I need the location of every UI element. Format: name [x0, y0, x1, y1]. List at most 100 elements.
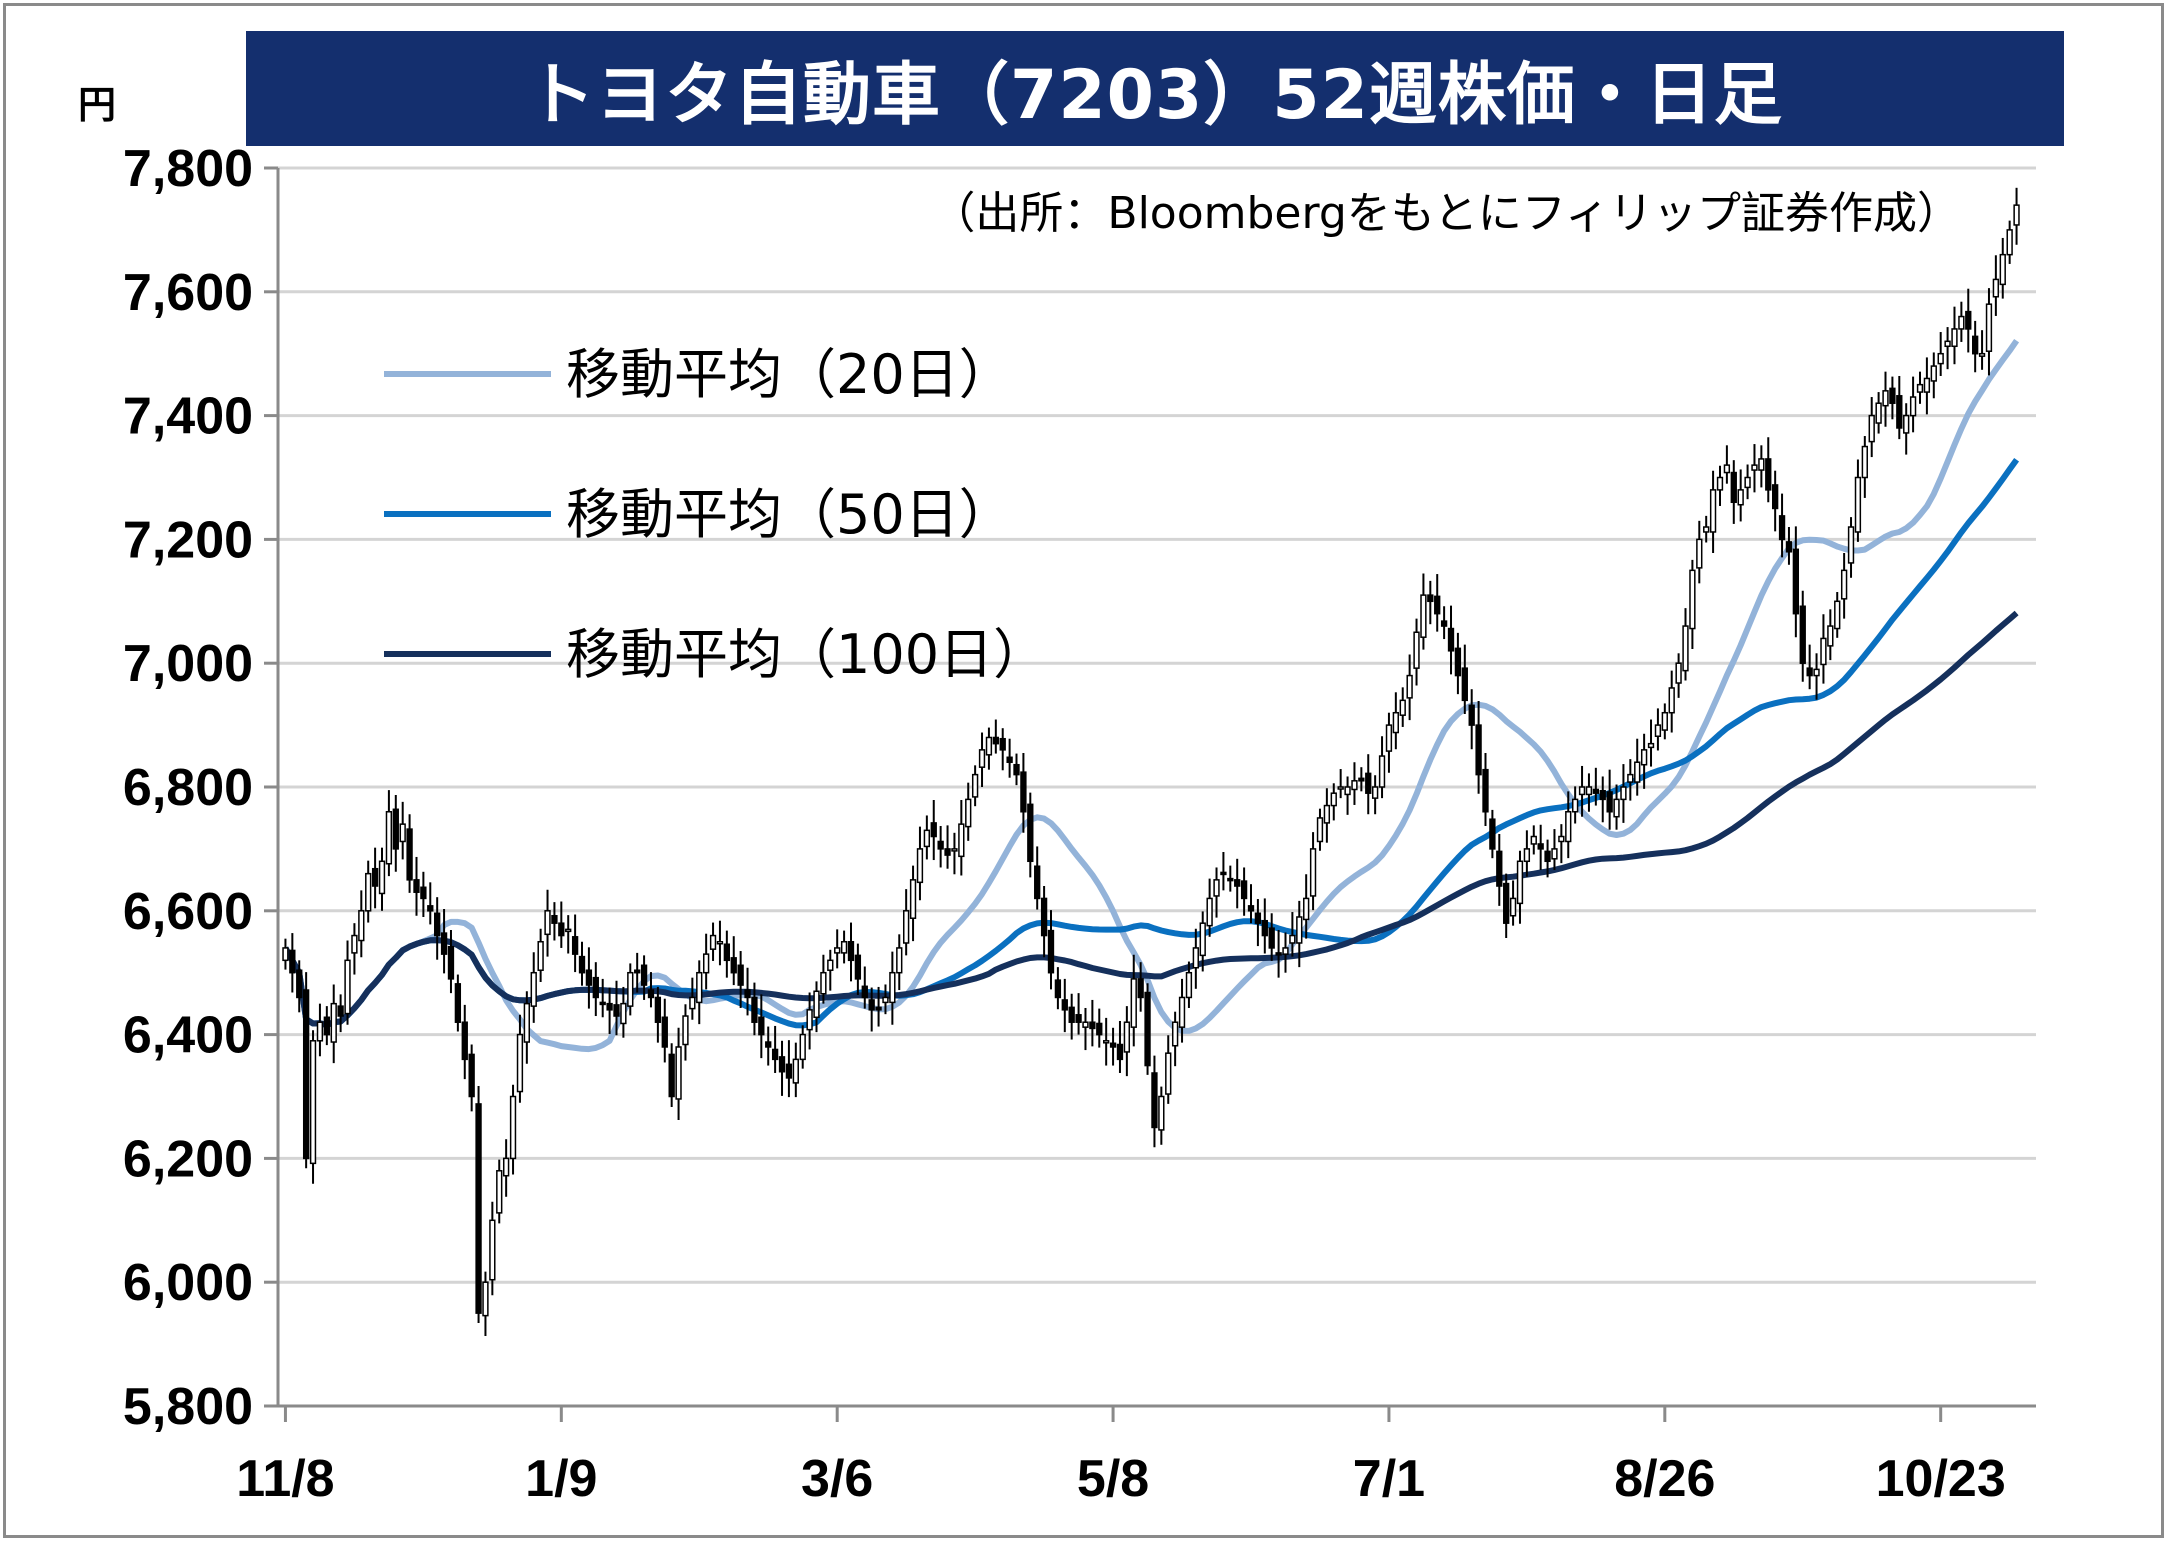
candle — [1378, 736, 1386, 799]
candle-body — [1923, 377, 1931, 393]
candle-body — [1661, 711, 1668, 731]
candle — [613, 980, 620, 1036]
candle-body — [730, 957, 737, 974]
candle — [1109, 1027, 1117, 1066]
candle — [1620, 764, 1627, 823]
candle — [1420, 573, 1427, 650]
candle-body — [992, 736, 999, 745]
candle — [1537, 824, 1544, 870]
y-axis-unit: 円 — [78, 83, 117, 127]
candle-body — [1565, 811, 1572, 843]
candle — [1737, 469, 1744, 522]
candle — [682, 1004, 689, 1061]
candle-body — [1634, 761, 1641, 783]
x-tick-label: 11/8 — [236, 1450, 334, 1508]
candle-body — [716, 941, 724, 945]
candle-body — [296, 969, 303, 999]
candle-body — [1213, 879, 1220, 897]
candle — [1192, 928, 1199, 989]
candle-body — [1316, 817, 1324, 843]
candle — [999, 728, 1006, 771]
candle — [1006, 738, 1013, 778]
candle — [1337, 769, 1344, 799]
candle — [916, 826, 924, 901]
candle-body — [578, 955, 586, 974]
candle — [1206, 878, 1213, 937]
candle — [654, 986, 662, 1043]
candle-body — [1109, 1042, 1117, 1048]
candle-body — [723, 943, 731, 962]
candle-body — [1571, 798, 1579, 813]
candle — [840, 930, 848, 964]
candle — [1985, 288, 1993, 376]
candle — [965, 782, 972, 841]
y-tick-label: 7,400 — [123, 388, 253, 446]
candle-body — [371, 867, 379, 887]
candle-body — [944, 848, 951, 856]
candle — [889, 951, 896, 1025]
candle-body — [1723, 464, 1731, 474]
candle — [2006, 220, 2013, 264]
y-tick-label: 5,800 — [123, 1378, 253, 1436]
candle-body — [1854, 476, 1862, 533]
x-tick-label: 8/26 — [1614, 1450, 1715, 1508]
candle — [413, 856, 420, 916]
candle — [502, 1139, 510, 1197]
candle — [316, 1003, 324, 1057]
candle-body — [1323, 804, 1331, 824]
candle — [358, 890, 365, 958]
candle — [1551, 829, 1558, 870]
candle-body — [1544, 850, 1551, 863]
candle — [923, 815, 931, 860]
candle — [937, 825, 944, 868]
candle — [1723, 445, 1731, 484]
candle — [1130, 954, 1137, 1047]
candle — [1392, 692, 1400, 750]
candle-body — [599, 1001, 606, 1006]
candle — [1275, 929, 1282, 978]
candle-body — [971, 773, 979, 798]
candle — [958, 799, 965, 876]
candle-body — [489, 1219, 496, 1281]
candle-body — [1151, 1072, 1158, 1129]
candle-body — [999, 737, 1006, 751]
candle — [599, 978, 606, 1018]
candle-body — [1827, 625, 1834, 647]
candle — [1413, 618, 1420, 686]
candle-body — [1903, 414, 1910, 434]
candle-body — [358, 910, 365, 942]
candle-body — [365, 872, 372, 912]
candle-body — [544, 910, 551, 936]
candle — [627, 963, 634, 1016]
candle — [1965, 288, 1972, 353]
candle-body — [1951, 328, 1958, 348]
candle-body — [1668, 687, 1675, 714]
candle — [385, 790, 393, 877]
candle-body — [1806, 667, 1813, 677]
candle — [1813, 653, 1820, 700]
candle-body — [496, 1170, 503, 1214]
candle — [1634, 738, 1641, 796]
candle-body — [2006, 229, 2013, 256]
y-tick-label: 6,000 — [123, 1254, 253, 1312]
candle-body — [1020, 771, 1027, 813]
candle — [1454, 632, 1462, 695]
candle — [365, 860, 372, 923]
candle — [1323, 788, 1331, 843]
candle — [296, 960, 303, 1013]
candle-body — [820, 971, 827, 995]
candle-body — [813, 990, 820, 1019]
candle-body — [1834, 600, 1841, 630]
candle — [1365, 754, 1372, 815]
x-tick-label: 1/9 — [525, 1450, 597, 1508]
candle-body — [420, 886, 427, 900]
chart-title: トヨタ自動車（7203）52週株価・日足 — [246, 31, 2064, 146]
candle — [634, 952, 641, 993]
candle-body — [1434, 595, 1441, 615]
candle — [1771, 470, 1779, 532]
candle-body — [1385, 724, 1393, 752]
candle-body — [1592, 788, 1600, 794]
candle-body — [1061, 999, 1068, 1011]
candle — [371, 847, 379, 909]
candle-body — [696, 971, 703, 1004]
